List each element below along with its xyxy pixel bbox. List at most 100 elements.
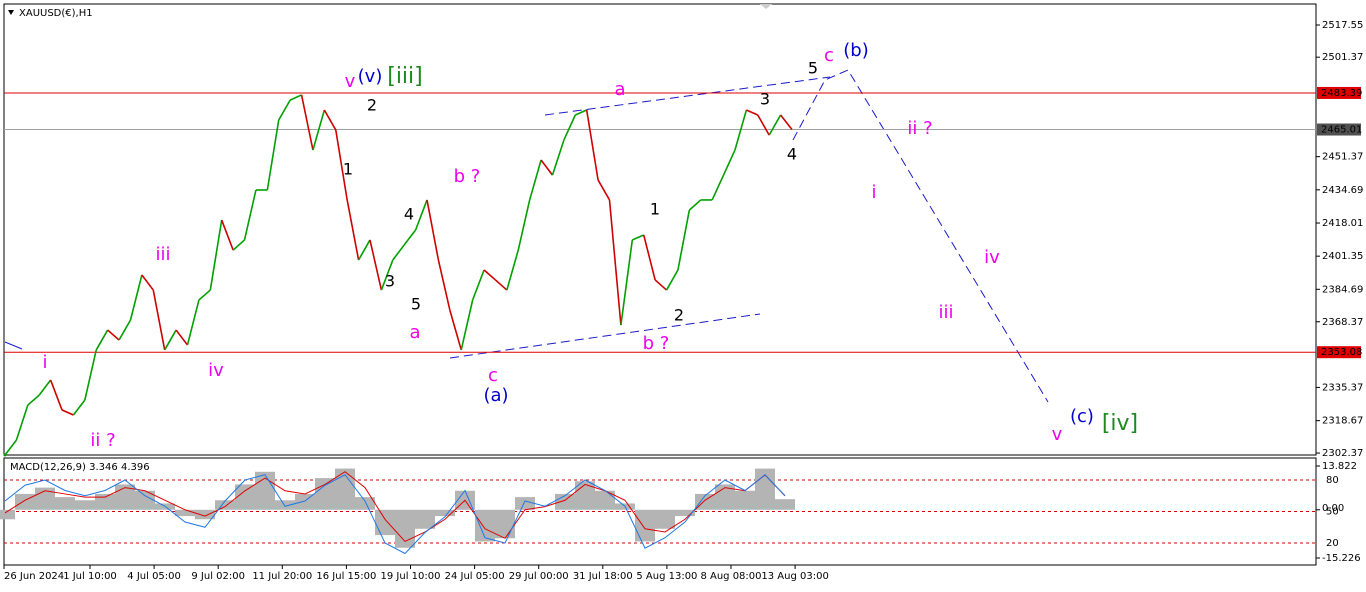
y-tick-label: 13.822 [1322, 461, 1357, 472]
wave-label: a [614, 79, 625, 100]
x-tick-label: 29 Jul 00:00 [509, 571, 569, 582]
price-segment [688, 199, 702, 211]
price-segment [665, 269, 679, 291]
wave-label: b ? [454, 166, 481, 187]
y-tick-label: 2451.37 [1322, 152, 1363, 163]
x-tick-label: 9 Jul 02:00 [191, 571, 245, 582]
lower-channel [449, 313, 761, 359]
wave-label: 4 [787, 145, 797, 164]
price-segment [72, 399, 86, 416]
price-segment [312, 109, 326, 151]
macd-bar [595, 490, 615, 510]
wave-label: c [824, 45, 834, 66]
wave-label: (b) [843, 40, 868, 61]
wave-label: b ? [643, 333, 670, 354]
y2-tick-label: 50 [1326, 507, 1339, 518]
macd-bar [15, 493, 35, 510]
price-segment [300, 94, 314, 151]
macd-bar [315, 478, 335, 510]
price-segment [517, 199, 531, 251]
macd-bar [195, 509, 215, 520]
y2-tick-label: 80 [1326, 475, 1339, 486]
macd-bar [735, 490, 755, 510]
macd-bar [135, 490, 155, 510]
price-segment [779, 114, 793, 131]
macd-bar [255, 471, 275, 510]
x-tick-label: 4 Jul 05:00 [127, 571, 181, 582]
price-panel [3, 3, 1317, 456]
macd-bar [655, 509, 675, 529]
price-segment [563, 114, 577, 141]
price-segment [27, 394, 40, 406]
price-segment [38, 379, 52, 396]
macd-bar [675, 509, 695, 517]
x-tick-label: 19 Jul 10:00 [381, 571, 441, 582]
x-tick-label: 11 Jul 20:00 [252, 571, 312, 582]
price-segment [426, 199, 440, 261]
price-segment [642, 234, 656, 281]
price-segment [107, 329, 120, 341]
y-tick-label: 2384.69 [1322, 284, 1363, 295]
wave-label: ii ? [90, 430, 115, 451]
x-tick-label: 31 Jul 18:00 [573, 571, 633, 582]
y-tick-label: -15.226 [1322, 553, 1361, 564]
price-segment [141, 274, 154, 291]
price-segment [585, 109, 599, 181]
y-tick-label: 0.00 [1322, 503, 1344, 514]
level-label: 2465.01 [1321, 125, 1362, 136]
price-segment [551, 139, 565, 176]
macd-bar [295, 493, 315, 510]
wave-label: 1 [343, 160, 353, 179]
y-tick-label: 2368.37 [1322, 317, 1363, 328]
macd-line [4, 471, 786, 543]
wave-label: 5 [808, 59, 818, 78]
wave-label: [iii] [387, 64, 423, 89]
price-segment [278, 99, 291, 121]
price-segment [289, 94, 302, 101]
price-segment [220, 219, 234, 251]
price-segment [49, 379, 63, 411]
wave-label: (a) [483, 385, 508, 406]
macd-bar [275, 500, 295, 510]
wave-label: ii ? [907, 118, 932, 139]
price-segment [4, 439, 18, 456]
wave-label: 2 [367, 96, 377, 115]
wave-label: i [871, 182, 876, 203]
price-segment [369, 239, 383, 291]
price-segment [483, 269, 496, 281]
level-label-box [1317, 86, 1361, 99]
trend-stub [4, 341, 23, 350]
macd-bar [415, 509, 435, 529]
price-segment [437, 259, 451, 311]
macd-bar [695, 493, 715, 510]
price-segment [414, 199, 428, 231]
y-tick-label: 2302.37 [1322, 448, 1363, 459]
macd-bar [775, 499, 795, 510]
macd-bar [235, 484, 255, 510]
wave-label: i [42, 352, 47, 373]
price-segment [61, 409, 74, 416]
price-segment [163, 329, 177, 351]
wave-label: iv [984, 247, 1000, 268]
macd-bar [495, 509, 515, 539]
wave-label: v [1052, 424, 1063, 445]
macd-bar [55, 497, 75, 510]
wave-label: iv [208, 360, 224, 381]
projection [792, 69, 1049, 403]
price-segment [528, 159, 542, 201]
signal-value: 4.396 [121, 462, 150, 473]
price-segment [746, 109, 759, 116]
y2-tick-label: 20 [1326, 538, 1339, 549]
wave-label: iii [155, 244, 170, 265]
macd-value: 3.346 [89, 462, 118, 473]
price-segment [494, 279, 508, 291]
macd-bar [95, 493, 115, 510]
level-label: 2483.39 [1321, 88, 1362, 99]
price-segment [232, 239, 246, 251]
price-segment [118, 319, 132, 341]
wave-label: [iv] [1102, 411, 1138, 436]
macd-title: MACD(12,26,9) 3.346 4.396 [10, 462, 150, 473]
y-tick-label: 2418.01 [1322, 218, 1363, 229]
price-segment [15, 404, 29, 441]
